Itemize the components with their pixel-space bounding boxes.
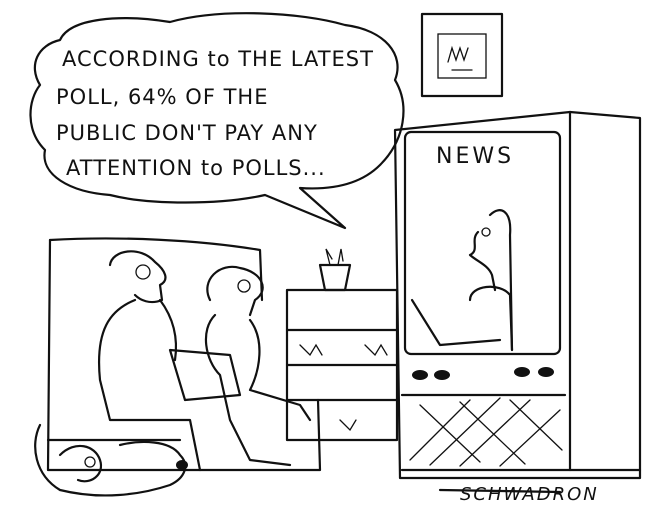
dog-nose — [176, 460, 188, 470]
bubble-line: POLL, 64% OF THE — [56, 85, 268, 109]
bubble-line: ATTENTION to POLLS... — [66, 156, 326, 180]
newscaster — [410, 209, 514, 352]
signature: SCHWADRON — [460, 484, 599, 505]
tv-label: NEWS — [436, 144, 514, 169]
picture-frame — [420, 12, 504, 98]
tv-cabinet — [393, 110, 642, 480]
woman — [204, 265, 312, 467]
man — [98, 250, 242, 472]
shelf-unit — [285, 248, 399, 442]
speech-bubble — [29, 12, 405, 230]
dog — [34, 423, 187, 497]
couch — [46, 237, 322, 472]
bubble-line: PUBLIC DON'T PAY ANY — [56, 121, 318, 145]
floor-line — [438, 488, 562, 494]
bubble-line: ACCORDING to THE LATEST — [62, 47, 374, 71]
